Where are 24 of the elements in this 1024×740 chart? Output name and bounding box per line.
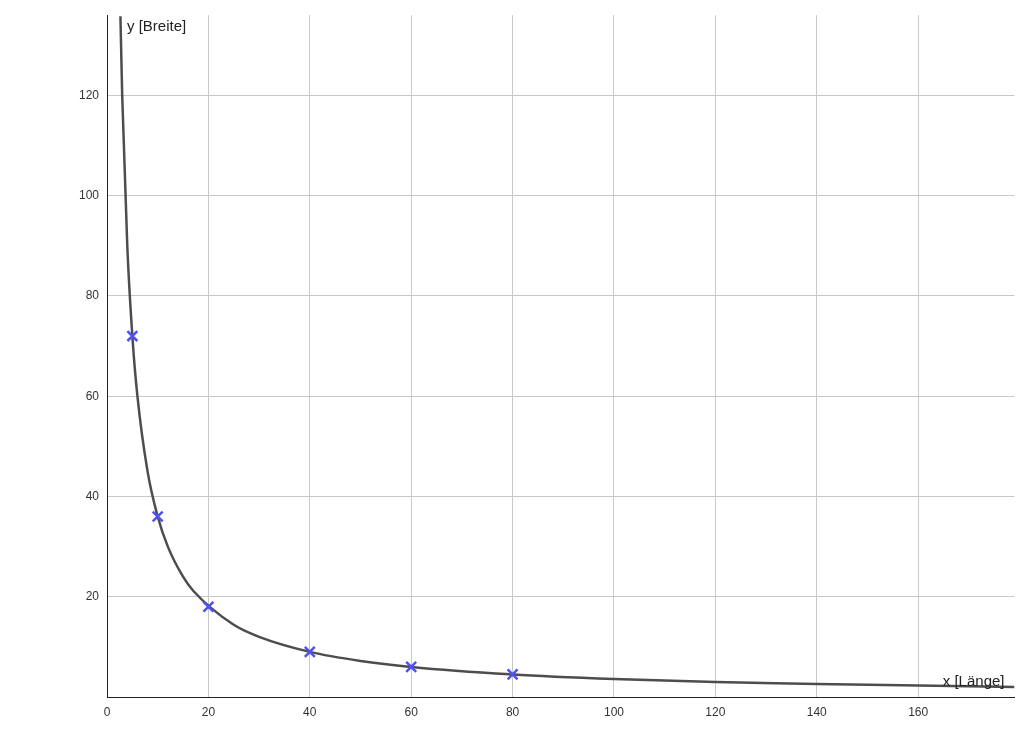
x-tick-label: 40 <box>303 704 317 719</box>
line-series <box>119 15 1015 689</box>
point <box>151 510 164 523</box>
y-tick-label: 80 <box>85 288 100 303</box>
x-tick-label: 80 <box>505 704 520 719</box>
y-tick-label: 100 <box>78 187 100 202</box>
x-tick-label: 20 <box>201 704 216 719</box>
y-tick-label: 40 <box>85 488 100 503</box>
x-tick-label: 100 <box>603 704 625 719</box>
y-tick-label: 120 <box>78 87 100 102</box>
point <box>506 668 519 681</box>
x-tick-label: 60 <box>404 704 419 719</box>
point <box>202 600 215 613</box>
x-tick-label: 160 <box>908 704 929 719</box>
x-tick-label: 0 <box>103 704 111 719</box>
point <box>303 645 316 659</box>
y-tick-label: 20 <box>85 589 100 604</box>
y-axis-title: y [Breite] <box>127 16 187 34</box>
y-tick-label: 60 <box>85 388 100 403</box>
x-axis-title: x [Länge] <box>942 671 1005 689</box>
x-tick-label: 120 <box>705 704 726 719</box>
x-tick-label: 140 <box>806 704 828 719</box>
point <box>404 660 418 674</box>
point <box>126 329 139 343</box>
